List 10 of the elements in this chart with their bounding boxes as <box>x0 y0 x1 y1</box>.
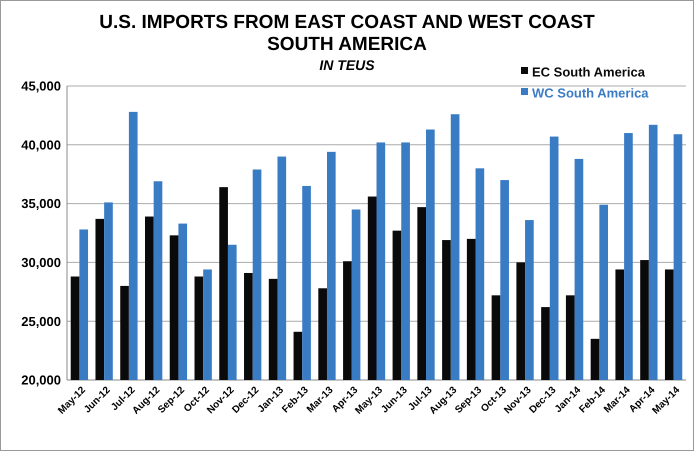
y-tick-label: 20,000 <box>21 372 61 388</box>
legend-label: WC South America <box>532 86 650 101</box>
y-tick-label: 40,000 <box>21 137 61 152</box>
chart-title: U.S. IMPORTS FROM EAST COAST AND WEST COAST SOUTH AMERICA <box>99 12 596 55</box>
y-tick-label: 30,000 <box>21 254 61 270</box>
y-tick-label: 25,000 <box>21 314 61 329</box>
y-tick-label: 45,000 <box>21 78 61 94</box>
legend-label: EC South America <box>532 64 646 80</box>
y-tick-label: 35,000 <box>21 196 61 212</box>
chart-subtitle: IN TEUS <box>319 57 376 73</box>
